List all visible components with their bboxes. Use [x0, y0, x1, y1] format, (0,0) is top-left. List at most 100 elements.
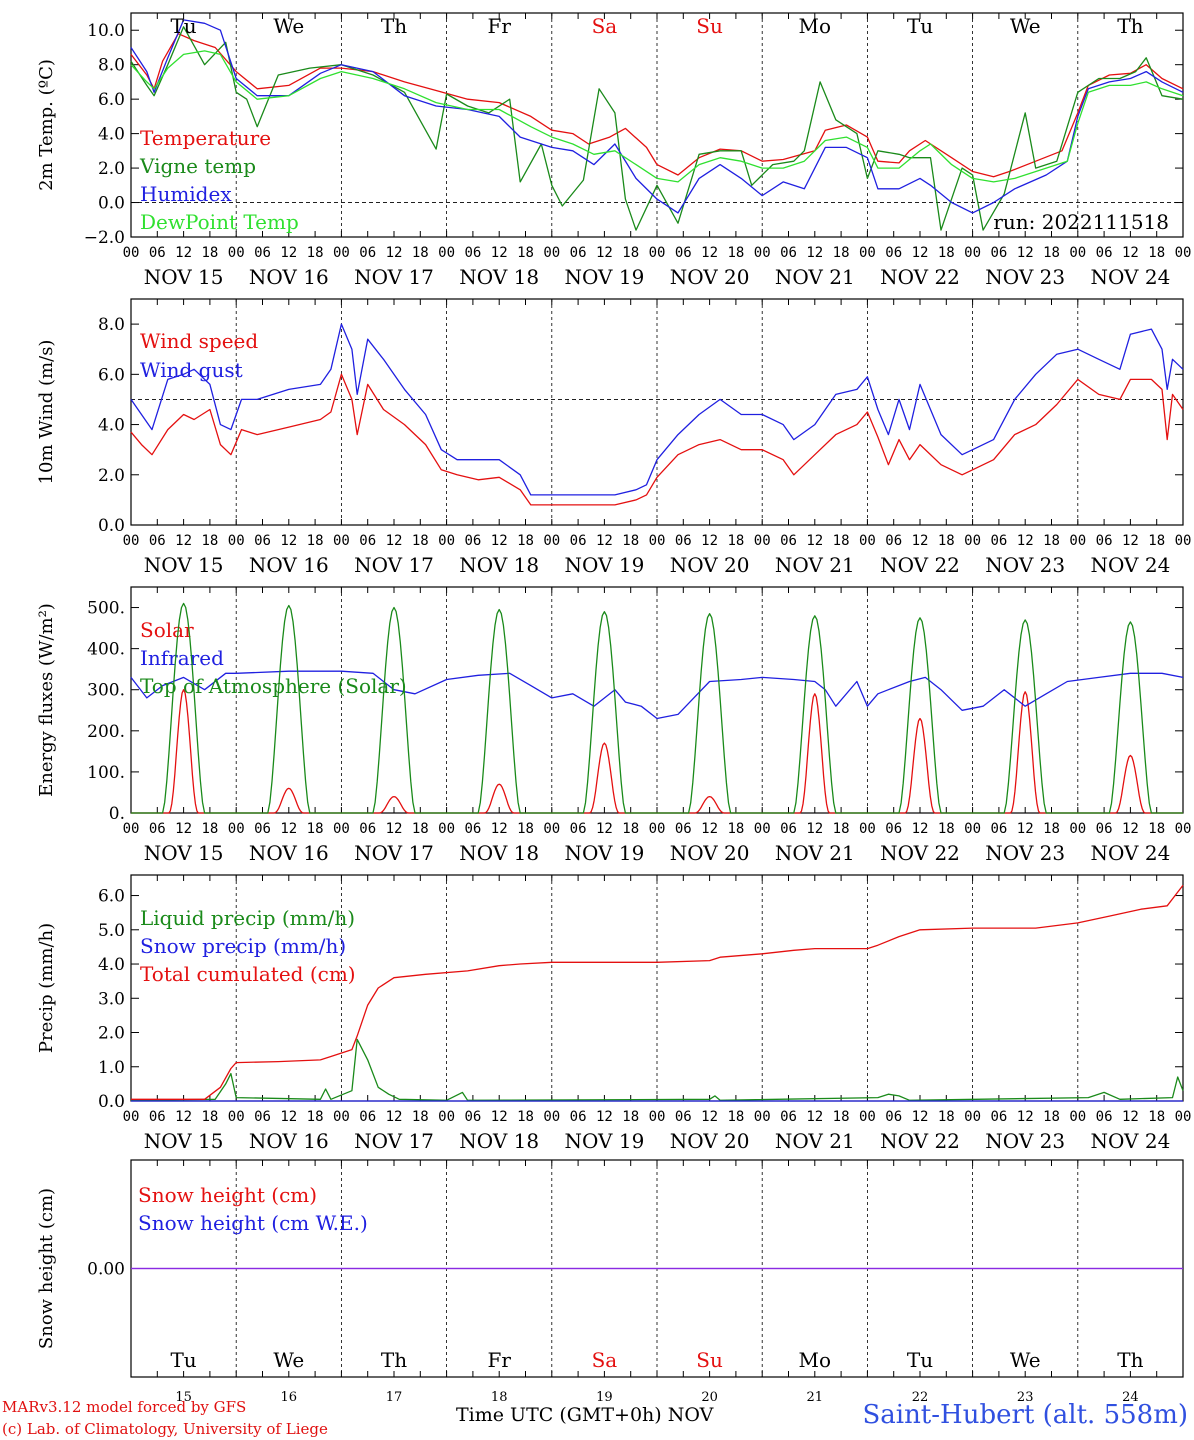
hour-tick-label: 18 [727, 533, 744, 549]
legend-solar: Solar [140, 618, 194, 642]
hour-tick-label: 12 [701, 821, 718, 837]
hour-tick-label: 18 [727, 821, 744, 837]
hour-tick-label: 00 [1175, 245, 1192, 261]
legend-wind-gust: Wind gust [140, 358, 243, 382]
day-number: 19 [596, 1390, 613, 1405]
hour-tick-label: 18 [201, 245, 218, 261]
date-label: NOV 17 [354, 1129, 434, 1153]
weekday-label: Fr [487, 1348, 511, 1372]
hour-tick-label: 06 [675, 245, 692, 261]
date-label: NOV 17 [354, 265, 434, 289]
hour-tick-label: 06 [570, 1109, 587, 1125]
y-tick-label: 2.0 [98, 1024, 125, 1044]
hour-tick-label: 00 [754, 245, 771, 261]
hour-tick-label: 12 [491, 245, 508, 261]
hour-tick-label: 12 [280, 245, 297, 261]
date-label: NOV 23 [985, 265, 1065, 289]
hour-tick-label: 12 [596, 1109, 613, 1125]
hour-tick-label: 06 [675, 1109, 692, 1125]
hour-tick-label: 18 [412, 821, 429, 837]
weekday-label: Th [1117, 1348, 1143, 1372]
hour-tick-label: 06 [990, 1109, 1007, 1125]
hour-tick-label: 18 [1148, 533, 1165, 549]
y-tick-label: 6.0 [98, 887, 125, 907]
hour-tick-label: 00 [649, 821, 666, 837]
hour-tick-label: 12 [701, 533, 718, 549]
weekday-label: We [1010, 14, 1041, 38]
date-label: NOV 16 [249, 553, 329, 577]
hour-tick-label: 12 [386, 533, 403, 549]
hour-tick-label: 00 [964, 1109, 981, 1125]
hour-tick-label: 00 [438, 821, 455, 837]
hour-tick-label: 18 [517, 245, 534, 261]
weekday-label: We [1010, 1348, 1041, 1372]
day-number: 15 [175, 1390, 192, 1405]
hour-tick-label: 18 [1148, 821, 1165, 837]
series-line-infrared [130, 670, 1184, 720]
hour-tick-label: 12 [175, 1109, 192, 1125]
weekday-label: Th [1117, 14, 1143, 38]
y-tick-label: 2.0 [98, 159, 125, 179]
hour-tick-label: 00 [859, 245, 876, 261]
hour-tick-label: 12 [806, 533, 823, 549]
hour-tick-label: 06 [780, 1109, 797, 1125]
weekday-label: Sa [592, 14, 618, 38]
hour-tick-label: 00 [859, 1109, 876, 1125]
hour-tick-label: 18 [201, 821, 218, 837]
hour-tick-label: 06 [359, 821, 376, 837]
hour-tick-label: 00 [438, 1109, 455, 1125]
y-axis-label: 2m Temp. (ºC) [36, 59, 57, 191]
hour-tick-label: 06 [464, 821, 481, 837]
hour-tick-label: 12 [596, 821, 613, 837]
hour-tick-label: 12 [280, 1109, 297, 1125]
hour-tick-label: 00 [964, 821, 981, 837]
date-label: NOV 20 [670, 841, 750, 865]
hour-tick-label: 12 [1122, 245, 1139, 261]
hour-tick-label: 12 [1017, 821, 1034, 837]
weekday-label: Mo [799, 1348, 832, 1372]
weekday-label: Su [696, 14, 723, 38]
hour-tick-label: 12 [1122, 1109, 1139, 1125]
hour-tick-label: 06 [149, 821, 166, 837]
hour-tick-label: 06 [464, 1109, 481, 1125]
date-label: NOV 18 [459, 265, 539, 289]
hour-tick-label: 18 [1043, 245, 1060, 261]
hour-tick-label: 12 [386, 1109, 403, 1125]
hour-tick-label: 06 [990, 821, 1007, 837]
hour-tick-label: 12 [491, 533, 508, 549]
y-axis-label: Precip (mm/h) [36, 923, 57, 1053]
series-line-total-cumulated-cm- [131, 884, 1184, 1100]
hour-tick-label: 12 [806, 821, 823, 837]
hour-tick-label: 00 [649, 1109, 666, 1125]
series-line-humidex [130, 19, 1184, 214]
hour-tick-label: 00 [228, 245, 245, 261]
hour-tick-label: 00 [1175, 1109, 1192, 1125]
day-number: 22 [912, 1390, 929, 1405]
hour-tick-label: 06 [675, 821, 692, 837]
y-tick-label: 4.0 [98, 416, 125, 436]
weekday-label: Tu [170, 14, 196, 38]
day-number: 20 [701, 1390, 718, 1405]
legend-humidex: Humidex [140, 182, 232, 206]
date-label: NOV 19 [565, 553, 645, 577]
legend-total-cumulated-cm-: Total cumulated (cm) [140, 962, 356, 986]
day-number: 17 [386, 1390, 403, 1405]
y-axis-label: 10m Wind (m/s) [36, 340, 57, 485]
legend-infrared: Infrared [140, 646, 224, 670]
hour-tick-label: 18 [622, 245, 639, 261]
y-tick-label: 0.0 [98, 194, 125, 214]
date-label: NOV 21 [775, 265, 855, 289]
hour-tick-label: 12 [491, 1109, 508, 1125]
hour-tick-label: 12 [386, 821, 403, 837]
day-number: 23 [1017, 1390, 1034, 1405]
hour-tick-label: 00 [438, 245, 455, 261]
date-label: NOV 22 [880, 265, 960, 289]
date-label: NOV 24 [1091, 553, 1171, 577]
legend-snow-height-cm-w-e-: Snow height (cm W.E.) [138, 1211, 368, 1235]
y-tick-label: 4.0 [98, 125, 125, 145]
hour-tick-label: 18 [307, 821, 324, 837]
date-label: NOV 23 [985, 1129, 1065, 1153]
hour-tick-label: 00 [754, 821, 771, 837]
date-label: NOV 17 [354, 841, 434, 865]
